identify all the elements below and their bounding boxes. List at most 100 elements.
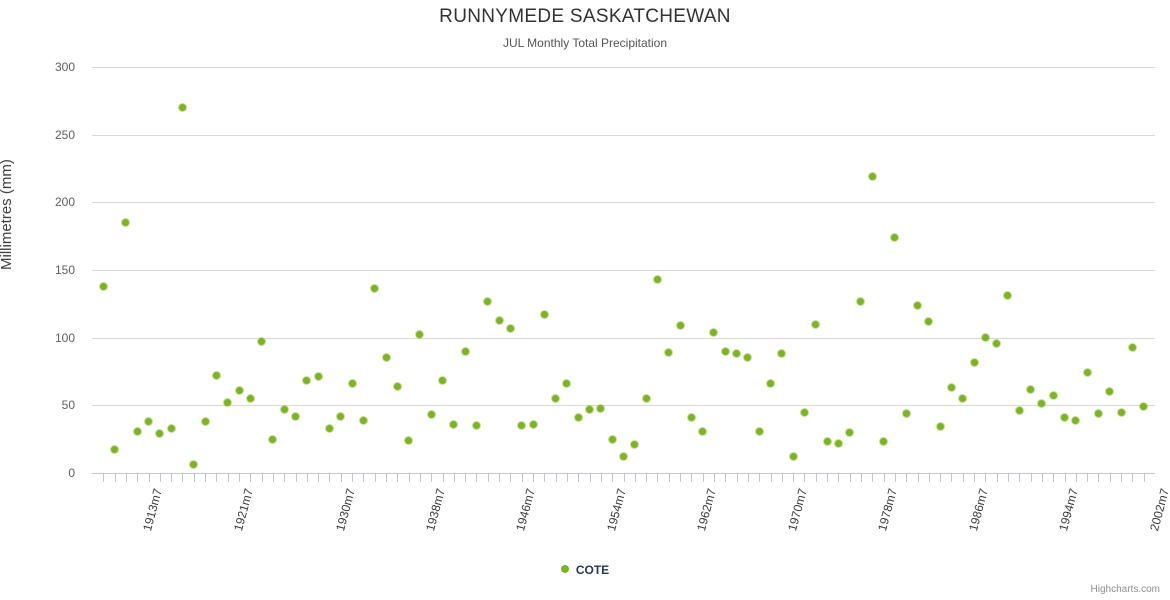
x-axis-tick — [216, 474, 218, 482]
data-point[interactable] — [178, 104, 186, 112]
data-point[interactable] — [1140, 403, 1148, 411]
data-point[interactable] — [846, 428, 854, 436]
data-point[interactable] — [325, 424, 333, 432]
data-point[interactable] — [427, 411, 435, 419]
data-point[interactable] — [981, 334, 989, 342]
data-point[interactable] — [518, 422, 526, 430]
data-point[interactable] — [405, 437, 413, 445]
data-point[interactable] — [891, 234, 899, 242]
data-point[interactable] — [382, 354, 390, 362]
data-point[interactable] — [111, 446, 119, 454]
data-point[interactable] — [631, 441, 639, 449]
data-point[interactable] — [540, 311, 548, 319]
x-axis-tick — [917, 474, 919, 482]
data-point[interactable] — [145, 418, 153, 426]
data-point[interactable] — [393, 382, 401, 390]
data-point[interactable] — [947, 384, 955, 392]
data-point[interactable] — [359, 416, 367, 424]
data-point[interactable] — [314, 373, 322, 381]
data-point[interactable] — [925, 317, 933, 325]
data-point[interactable] — [495, 316, 503, 324]
data-point[interactable] — [484, 297, 492, 305]
data-point[interactable] — [857, 297, 865, 305]
data-point[interactable] — [800, 408, 808, 416]
data-point[interactable] — [620, 453, 627, 461]
data-point[interactable] — [608, 435, 616, 443]
data-point[interactable] — [902, 409, 910, 417]
data-point[interactable] — [133, 427, 141, 435]
data-point[interactable] — [959, 395, 967, 403]
data-point[interactable] — [201, 418, 209, 426]
data-point[interactable] — [167, 424, 175, 432]
data-point[interactable] — [156, 430, 164, 438]
data-point[interactable] — [755, 427, 763, 435]
data-point[interactable] — [1004, 292, 1012, 300]
data-point[interactable] — [744, 354, 752, 362]
data-point[interactable] — [823, 438, 831, 446]
data-point[interactable] — [993, 339, 1001, 347]
data-point[interactable] — [1072, 416, 1080, 424]
data-point[interactable] — [122, 219, 130, 227]
data-point[interactable] — [292, 412, 300, 420]
data-point[interactable] — [212, 372, 220, 380]
data-point[interactable] — [506, 324, 514, 332]
data-point[interactable] — [269, 435, 277, 443]
data-point[interactable] — [1128, 343, 1136, 351]
data-point[interactable] — [1117, 408, 1125, 416]
data-point[interactable] — [280, 405, 288, 413]
data-point[interactable] — [258, 338, 266, 346]
data-point[interactable] — [597, 404, 605, 412]
data-point[interactable] — [337, 412, 345, 420]
data-point[interactable] — [778, 350, 786, 358]
data-point[interactable] — [687, 414, 695, 421]
data-point[interactable] — [1038, 400, 1046, 408]
data-point[interactable] — [868, 173, 876, 181]
data-point[interactable] — [1049, 392, 1057, 400]
data-point[interactable] — [552, 395, 560, 403]
credits-link[interactable]: Highcharts.com — [1090, 584, 1160, 595]
data-point[interactable] — [246, 395, 254, 403]
data-point[interactable] — [914, 301, 922, 309]
data-point[interactable] — [721, 347, 729, 355]
data-point[interactable] — [99, 282, 107, 290]
data-point[interactable] — [1061, 414, 1069, 421]
data-point[interactable] — [880, 438, 888, 446]
data-point[interactable] — [235, 386, 243, 394]
data-point[interactable] — [1027, 385, 1035, 393]
data-point[interactable] — [1106, 388, 1114, 396]
data-point[interactable] — [472, 422, 480, 430]
data-point[interactable] — [699, 427, 707, 435]
data-point[interactable] — [767, 380, 774, 388]
legend-item-cote[interactable]: COTE — [560, 562, 609, 577]
x-axis-tick — [374, 474, 376, 482]
data-point[interactable] — [733, 350, 741, 358]
data-point[interactable] — [936, 423, 944, 431]
data-point[interactable] — [789, 453, 797, 461]
data-point[interactable] — [665, 349, 673, 357]
data-point[interactable] — [190, 461, 198, 469]
data-point[interactable] — [586, 405, 594, 413]
data-point[interactable] — [812, 320, 820, 328]
data-point[interactable] — [676, 321, 684, 329]
data-point[interactable] — [371, 285, 379, 293]
data-point[interactable] — [529, 420, 537, 428]
data-point[interactable] — [1083, 369, 1091, 377]
data-point[interactable] — [439, 377, 447, 385]
x-axis-tick — [680, 474, 682, 482]
data-point[interactable] — [642, 395, 650, 403]
data-point[interactable] — [224, 399, 232, 407]
data-point[interactable] — [461, 347, 469, 355]
data-point[interactable] — [416, 331, 424, 339]
data-point[interactable] — [303, 377, 311, 385]
data-point[interactable] — [348, 380, 356, 388]
data-point[interactable] — [563, 380, 571, 388]
data-point[interactable] — [834, 439, 842, 447]
data-point[interactable] — [970, 358, 978, 366]
data-point[interactable] — [653, 275, 661, 283]
data-point[interactable] — [1094, 409, 1102, 417]
data-point[interactable] — [1015, 407, 1023, 415]
data-point[interactable] — [450, 420, 458, 428]
data-point[interactable] — [710, 328, 718, 336]
data-point[interactable] — [574, 414, 582, 421]
y-axis-title: Millimetres (mm) — [0, 159, 15, 270]
